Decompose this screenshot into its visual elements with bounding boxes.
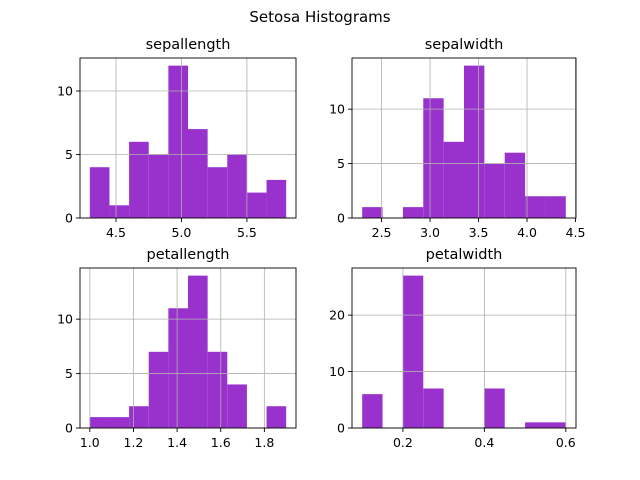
bar-4 <box>168 65 188 219</box>
y-tick-label: 10 <box>57 84 73 99</box>
bar-6 <box>207 167 228 218</box>
bars <box>89 65 287 219</box>
x-tick-label: 0.4 <box>474 435 494 450</box>
histogram-petalwidth: 0.2 0.4 0.6 0 10 20 petalwidth <box>329 247 577 450</box>
subplot-title: sepallength <box>146 37 231 53</box>
bar-4 <box>168 308 188 428</box>
bar-3 <box>423 98 444 218</box>
suptitle: Setosa Histograms <box>249 8 390 26</box>
bar-9 <box>266 179 287 218</box>
bar-3 <box>148 154 169 218</box>
bar-8 <box>525 422 546 428</box>
bar-1 <box>109 417 130 428</box>
bar-2 <box>129 406 149 428</box>
subplot-title: petallength <box>147 247 230 263</box>
bars <box>362 275 566 428</box>
x-tick-label: 1.2 <box>124 435 144 450</box>
x-tick-label: 1.0 <box>80 435 100 450</box>
x-tick-label: 2.5 <box>372 225 392 240</box>
y-tick-label: 10 <box>329 102 345 117</box>
histogram-petallength: 1.0 1.2 1.4 1.6 1.8 0 5 10 petallength <box>57 247 297 450</box>
bars <box>362 65 566 219</box>
y-tick-label: 0 <box>65 211 73 226</box>
x-tick-label: 3.5 <box>469 225 489 240</box>
subplot-title: sepalwidth <box>425 37 504 53</box>
bar-2 <box>402 275 424 428</box>
x-tick-label: 4.0 <box>517 225 537 240</box>
subplot-grid: 4.5 5.0 5.5 0 5 10 sepallength 2.5 3.0 3.5 4.0 4.5 0… <box>57 37 585 450</box>
axes-frame <box>79 267 297 429</box>
x-tick-label: 5.0 <box>172 225 192 240</box>
y-tick-label: 5 <box>65 366 73 381</box>
x-tick-label: 1.4 <box>167 435 187 450</box>
x-tick-label: 1.6 <box>211 435 231 450</box>
axes-frame <box>351 267 577 429</box>
x-tick-label: 4.5 <box>566 225 586 240</box>
bar-3 <box>423 388 444 428</box>
bar-2 <box>129 141 149 218</box>
bars <box>89 275 287 428</box>
y-tick-label: 20 <box>329 308 345 323</box>
y-tick-label: 0 <box>337 421 345 436</box>
bar-9 <box>545 196 566 218</box>
bar-6 <box>484 163 505 218</box>
x-tick-label: 5.5 <box>237 225 257 240</box>
y-tick-label: 5 <box>337 156 345 171</box>
bar-3 <box>148 351 169 428</box>
x-tick-label: 1.8 <box>254 435 274 450</box>
histogram-sepalwidth: 2.5 3.0 3.5 4.0 4.5 0 5 10 sepalwidth <box>329 37 585 240</box>
bar-4 <box>443 141 464 218</box>
y-tick-label: 5 <box>65 147 73 162</box>
bar-9 <box>545 422 566 428</box>
bar-2 <box>402 207 424 218</box>
bar-5 <box>188 275 208 428</box>
axes-frame <box>351 57 577 219</box>
bar-6 <box>484 388 505 428</box>
bar-6 <box>207 351 228 428</box>
bar-0 <box>89 417 110 428</box>
bar-0 <box>89 167 110 218</box>
y-tick-label: 10 <box>329 364 345 379</box>
y-tick-label: 10 <box>57 312 73 327</box>
axes-frame <box>79 57 297 219</box>
bar-0 <box>362 207 383 218</box>
bar-1 <box>109 205 130 218</box>
x-tick-label: 4.5 <box>106 225 126 240</box>
x-tick-label: 3.0 <box>420 225 440 240</box>
bar-8 <box>246 192 267 218</box>
histogram-sepallength: 4.5 5.0 5.5 0 5 10 sepallength <box>57 37 297 240</box>
bar-0 <box>362 394 383 428</box>
bar-8 <box>525 196 546 218</box>
bar-5 <box>464 65 485 219</box>
bar-5 <box>188 129 208 218</box>
subplot-title: petalwidth <box>426 247 503 263</box>
bar-9 <box>266 406 287 428</box>
y-tick-label: 0 <box>337 211 345 226</box>
bar-7 <box>227 384 247 428</box>
x-tick-label: 0.2 <box>393 435 413 450</box>
x-tick-label: 0.6 <box>556 435 576 450</box>
bar-7 <box>504 152 526 218</box>
bar-7 <box>227 154 247 218</box>
y-tick-label: 0 <box>65 421 73 436</box>
